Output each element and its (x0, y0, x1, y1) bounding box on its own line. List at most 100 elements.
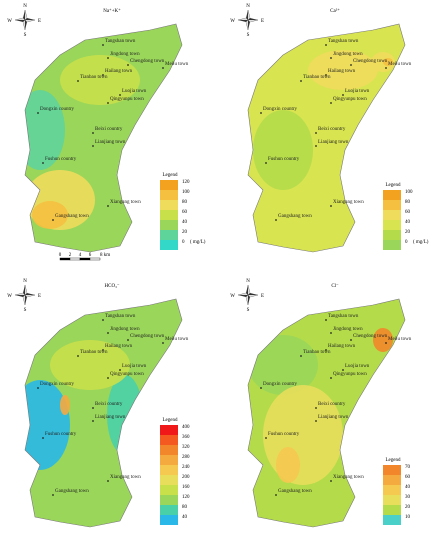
town-label: Beixi country (95, 127, 123, 132)
town-dot (300, 355, 302, 357)
compass-star-light (14, 9, 36, 31)
town-dot (325, 44, 327, 46)
scale-label: 8 km (100, 253, 110, 258)
town-label: Qingyunpu town (333, 97, 367, 102)
legend-swatch (160, 485, 178, 495)
region-outline (247, 23, 406, 253)
contour-zone (25, 380, 70, 470)
town-dot (37, 112, 39, 114)
town-label: Xiangang town (110, 200, 141, 205)
contour-zone (383, 58, 393, 66)
legend-value: 40 (182, 220, 188, 225)
legend-value: 120 (182, 180, 190, 185)
town-label: Gangshang town (55, 489, 89, 494)
town-label: Tangshan town (105, 314, 136, 319)
town-label: Tianbao town (80, 350, 108, 355)
contour-zone (253, 110, 313, 190)
legend-title: Legend (163, 418, 178, 423)
town-dot (52, 494, 54, 496)
town-label: Jingdong town (110, 327, 140, 332)
town-dot (330, 480, 332, 482)
compass-label: N (246, 279, 250, 284)
map-panel: Ca²⁺ N S E W Tangshan town Jingdong town Chengd… (230, 4, 429, 253)
town-dot (52, 219, 54, 221)
compass-label: E (38, 294, 41, 299)
legend-value: 20 (405, 505, 411, 510)
legend-title: Legend (386, 458, 401, 463)
town-label: Meilu town (388, 337, 412, 342)
compass-label: N (23, 4, 27, 9)
legend-value: 70 (405, 465, 411, 470)
legend-value: 10 (405, 515, 411, 520)
town-dot (92, 407, 94, 409)
legend-swatch (160, 455, 178, 465)
legend-swatch (160, 505, 178, 515)
contour-zone (308, 50, 378, 90)
town-label: Hailang town (328, 69, 356, 74)
legend-swatch (160, 495, 178, 505)
panel-title: Na⁺+K⁺ (103, 8, 121, 14)
legend-value: 80 (405, 200, 411, 205)
legend-value: 240 (182, 465, 190, 470)
town-label: Fushun country (45, 157, 77, 162)
town-label: Luojia town (345, 364, 370, 369)
town-label: Jingdong town (333, 52, 363, 57)
town-label: Lianjiang town (318, 415, 349, 420)
legend-value: 30 (405, 495, 411, 500)
town-label: Beixi country (318, 127, 346, 132)
legend-swatch (383, 220, 401, 230)
legend-value: 60 (182, 210, 188, 215)
contour-zone (276, 447, 300, 483)
legend-value: 40 (405, 220, 411, 225)
town-label: Chengdong town (353, 334, 388, 339)
compass-label: N (23, 279, 27, 284)
map-panel: Na⁺+K⁺ N S E W Tangshan town Jingdong town Chen… (7, 4, 206, 253)
town-dot (342, 94, 344, 96)
region-outline (247, 298, 406, 528)
contour-zone (60, 55, 140, 105)
town-label: Jingdong town (110, 52, 140, 57)
legend-value: 40 (405, 485, 411, 490)
legend-swatch (160, 210, 178, 220)
town-label: Gangshang town (278, 214, 312, 219)
town-label: Chengdong town (130, 334, 165, 339)
compass-label: W (230, 19, 235, 24)
town-label: Dongxin country (40, 382, 75, 387)
town-label: Tangshan town (328, 314, 359, 319)
compass-label: E (261, 19, 264, 24)
contour-zone (50, 340, 130, 390)
town-label: Meilu town (165, 62, 189, 67)
town-label: Tangshan town (328, 39, 359, 44)
legend-value: 320 (182, 445, 190, 450)
compass-label: E (261, 294, 264, 299)
compass: N S E W (7, 279, 41, 313)
town-label: Fushun country (45, 432, 77, 437)
town-label: Hailang town (105, 69, 133, 74)
town-dot (107, 57, 109, 59)
legend-swatch (383, 515, 401, 525)
compass-label: E (38, 19, 41, 24)
legend-swatch (160, 435, 178, 445)
town-dot (77, 80, 79, 82)
legend-swatch (383, 485, 401, 495)
region (248, 299, 405, 527)
town-label: Gangshang town (55, 214, 89, 219)
compass-label: W (7, 294, 12, 299)
town-label: Dongxin country (263, 382, 298, 387)
town-label: Meilu town (388, 62, 412, 67)
town-label: Gangshang town (278, 489, 312, 494)
scale-bar: 0 2 4 6 8 km (59, 253, 110, 261)
compass-star-light (14, 284, 36, 306)
compass: N S E W (7, 4, 41, 38)
region (25, 24, 182, 252)
legend-value: 120 (182, 495, 190, 500)
town-label: Fushun country (268, 432, 300, 437)
legend-value: 160 (182, 485, 190, 490)
town-dot (102, 349, 104, 351)
legend-swatch (383, 505, 401, 515)
compass-star-light (237, 284, 259, 306)
scale-label: 2 (69, 253, 72, 258)
legend-unit: ( mg/L) (190, 240, 206, 245)
town-label: Dongxin country (263, 107, 298, 112)
legend-swatch (160, 515, 178, 525)
